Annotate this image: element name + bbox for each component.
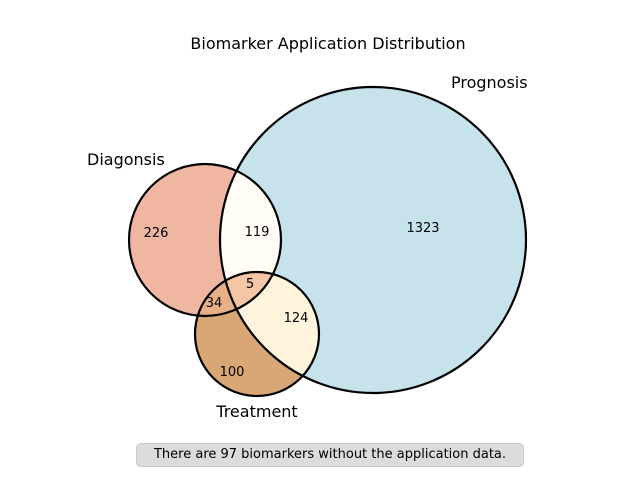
treatment-only-count: 100 [220,365,245,380]
diagram-title: Biomarker Application Distribution [190,34,465,53]
treatment-outline [193,270,321,398]
prognosis-outline [218,85,528,395]
prognosis-treatment-overlap [220,272,319,393]
prognosis-label: Prognosis [451,73,528,92]
missing-data-note: There are 97 biomarkers without the appl… [136,443,524,467]
diagnosis-treatment-count: 34 [206,296,223,311]
prognosis-only-count: 1323 [406,221,439,236]
prognosis-treatment-count: 124 [284,311,309,326]
diagnosis-label: Diagonsis [87,150,165,169]
treatment-label: Treatment [215,402,297,421]
diagnosis-prognosis-count: 119 [245,225,270,240]
diagnosis-outline [127,162,283,318]
diagnosis-only-count: 226 [144,226,169,241]
all-three-count: 5 [246,277,254,292]
